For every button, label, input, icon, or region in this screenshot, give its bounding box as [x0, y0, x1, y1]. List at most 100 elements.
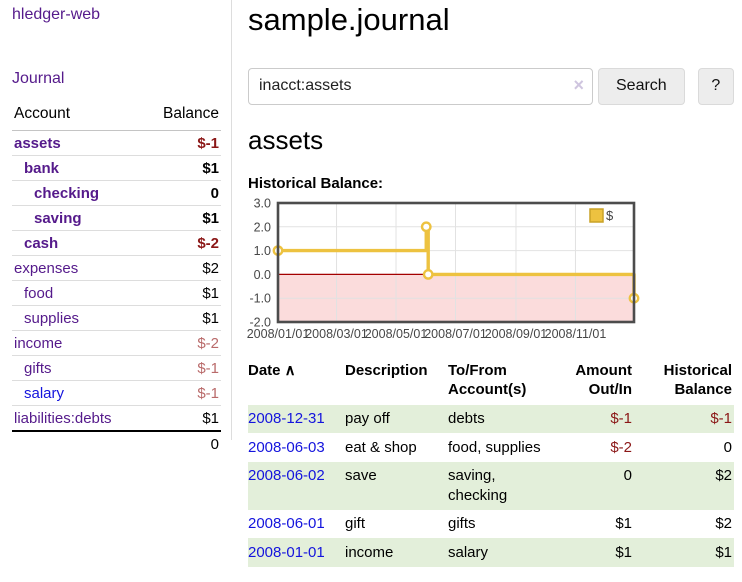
account-row: cash $-2 [12, 231, 221, 256]
transaction-row: 2008-12-31pay offdebts$-1$-1 [248, 405, 734, 434]
svg-text:1.0: 1.0 [254, 244, 271, 258]
clear-search-icon[interactable]: × [573, 76, 584, 94]
transaction-date-link[interactable]: 2008-06-03 [248, 439, 325, 456]
transaction-accounts: gifts [448, 510, 560, 539]
transaction-accounts: salary [448, 538, 560, 567]
register-table-body: 2008-12-31pay offdebts$-1$-12008-06-03ea… [248, 405, 734, 567]
account-link[interactable]: gifts [24, 360, 52, 377]
account-row: expenses $2 [12, 256, 221, 281]
transaction-date-link[interactable]: 2008-12-31 [248, 410, 325, 427]
sort-asc-icon: ∧ [281, 362, 296, 379]
help-button[interactable]: ? [698, 68, 734, 105]
svg-text:0.0: 0.0 [254, 268, 271, 282]
transaction-balance: $2 [634, 510, 734, 539]
register-col-header[interactable]: Date ∧ [248, 361, 345, 405]
account-balance: $-1 [143, 381, 221, 406]
transaction-accounts: debts [448, 405, 560, 434]
transaction-date-link[interactable]: 2008-01-01 [248, 544, 325, 561]
svg-text:$: $ [606, 208, 614, 223]
account-heading: assets [248, 126, 734, 156]
register-col-header: HistoricalBalance [634, 361, 734, 405]
transaction-description: gift [345, 510, 448, 539]
account-row: food $1 [12, 281, 221, 306]
account-link[interactable]: checking [34, 185, 99, 202]
transaction-balance: $-1 [634, 405, 734, 434]
accounts-table: Account Balance assets$-1bank$1checking0… [12, 103, 221, 457]
account-link[interactable]: bank [24, 160, 59, 177]
account-row: bank $1 [12, 156, 221, 181]
page-title: sample.journal [248, 3, 734, 38]
transaction-row: 2008-06-02 savesaving,checking0$2 [248, 462, 734, 510]
transaction-date-link[interactable]: 2008-06-02 [248, 467, 325, 484]
transaction-balance: 0 [634, 433, 734, 462]
account-row: assets $-1 [12, 131, 221, 156]
account-balance: $1 [143, 306, 221, 331]
transaction-amount: 0 [560, 462, 634, 510]
account-balance: $-1 [143, 131, 221, 156]
account-link[interactable]: saving [34, 210, 82, 227]
sidebar: hledger-web Journal Account Balance asse… [0, 0, 232, 440]
svg-text:2008/07/01: 2008/07/01 [424, 327, 487, 341]
accounts-table-header: Account Balance [12, 103, 221, 131]
svg-text:2008/03/01: 2008/03/01 [305, 327, 368, 341]
account-balance: $-1 [143, 356, 221, 381]
account-link[interactable]: income [14, 335, 62, 352]
svg-text:2008/05/01: 2008/05/01 [365, 327, 428, 341]
account-balance: $-2 [143, 231, 221, 256]
account-balance: $1 [143, 156, 221, 181]
account-row: income $-2 [12, 331, 221, 356]
svg-text:2008/09/01: 2008/09/01 [485, 327, 548, 341]
app-brand-link[interactable]: hledger-web [12, 6, 221, 24]
svg-text:2008/01/01: 2008/01/01 [247, 327, 310, 341]
transaction-description: pay off [345, 405, 448, 434]
transaction-date-link[interactable]: 2008-06-01 [248, 515, 325, 532]
transaction-amount: $1 [560, 510, 634, 539]
accounts-table-body: assets$-1bank$1checking0saving$1cash$-2e… [12, 131, 221, 432]
transaction-accounts: saving,checking [448, 462, 560, 510]
svg-text:2008/11/01: 2008/11/01 [545, 327, 607, 341]
register-col-header: To/FromAccount(s) [448, 361, 560, 405]
sidebar-item-journal[interactable]: Journal [12, 70, 221, 88]
account-row: liabilities:debts $1 [12, 406, 221, 432]
account-link[interactable]: assets [14, 135, 61, 152]
account-link[interactable]: salary [24, 385, 64, 402]
transaction-description: income [345, 538, 448, 567]
register-col-header: AmountOut/In [560, 361, 634, 405]
account-column-header: Account [12, 103, 143, 131]
historical-balance-chart: $3.02.01.00.0-1.0-2.02008/01/012008/03/0… [248, 201, 640, 343]
account-link[interactable]: food [24, 285, 53, 302]
transaction-amount: $-2 [560, 433, 634, 462]
account-balance: $-2 [143, 331, 221, 356]
transaction-balance: $2 [634, 462, 734, 510]
account-link[interactable]: expenses [14, 260, 78, 277]
transaction-row: 2008-06-01 giftgifts$1$2 [248, 510, 734, 539]
account-balance: $1 [143, 281, 221, 306]
account-balance: $1 [143, 206, 221, 231]
search-bar: × Search ? [248, 68, 734, 105]
search-box: × [248, 68, 593, 105]
chart-container: $3.02.01.00.0-1.0-2.02008/01/012008/03/0… [248, 201, 734, 343]
main-content: sample.journal × Search ? assets Histori… [248, 0, 734, 567]
search-input[interactable] [248, 68, 593, 105]
chart-title: Historical Balance: [248, 175, 734, 192]
account-link[interactable]: cash [24, 235, 58, 252]
account-link[interactable]: supplies [24, 310, 79, 327]
register-col-header: Description [345, 361, 448, 405]
svg-text:3.0: 3.0 [254, 196, 271, 210]
svg-text:2.0: 2.0 [254, 220, 271, 234]
account-link[interactable]: liabilities:debts [14, 410, 112, 427]
account-balance: $2 [143, 256, 221, 281]
account-row: salary $-1 [12, 381, 221, 406]
transaction-accounts: food, supplies [448, 433, 560, 462]
account-balance: $1 [143, 406, 221, 432]
account-row: supplies $1 [12, 306, 221, 331]
balance-column-header: Balance [143, 103, 221, 131]
transaction-description: save [345, 462, 448, 510]
account-row: saving $1 [12, 206, 221, 231]
transaction-description: eat & shop [345, 433, 448, 462]
search-button[interactable]: Search [598, 68, 685, 105]
register-header-row: Date ∧DescriptionTo/FromAccount(s)Amount… [248, 361, 734, 405]
register-table: Date ∧DescriptionTo/FromAccount(s)Amount… [248, 361, 734, 567]
account-row: gifts $-1 [12, 356, 221, 381]
transaction-amount: $1 [560, 538, 634, 567]
